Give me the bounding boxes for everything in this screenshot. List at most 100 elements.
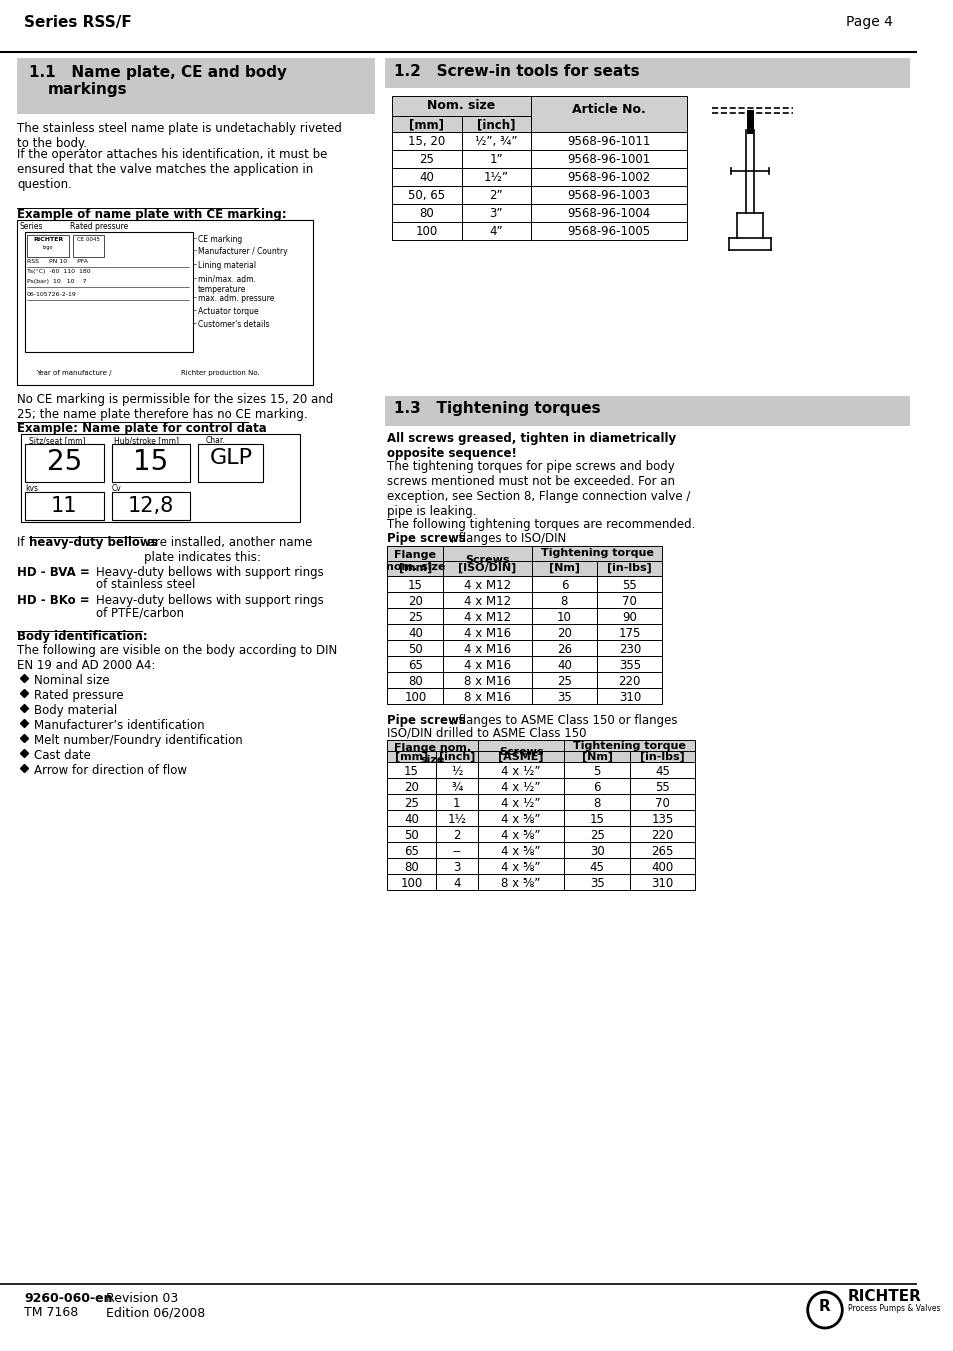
Text: Article No.: Article No. [571, 103, 645, 116]
Text: 6: 6 [593, 781, 600, 794]
Bar [436, 858, 477, 874]
Bar [461, 222, 530, 240]
Text: RICHTER: RICHTER [33, 236, 63, 242]
Text: 4 x ⅝”: 4 x ⅝” [501, 844, 540, 858]
Text: 4 x ½”: 4 x ½” [501, 781, 540, 794]
Text: Cast date: Cast date [33, 748, 91, 762]
Text: 20: 20 [557, 627, 571, 640]
Text: Body identification:: Body identification: [17, 630, 148, 643]
Text: heavy-duty bellows: heavy-duty bellows [29, 536, 157, 549]
Text: 20: 20 [408, 594, 422, 608]
Bar [629, 794, 695, 811]
Bar [387, 762, 436, 778]
Bar [531, 561, 597, 576]
Bar [629, 874, 695, 890]
Bar [530, 132, 686, 150]
Text: 8 x ⅝”: 8 x ⅝” [501, 877, 540, 890]
Bar [597, 608, 661, 624]
Bar [531, 671, 597, 688]
Text: RSS     PN 10     PFA: RSS PN 10 PFA [27, 259, 88, 263]
Bar [530, 96, 686, 132]
Bar [27, 235, 70, 257]
Bar [392, 168, 461, 186]
Bar [112, 492, 191, 520]
Bar [387, 751, 436, 762]
Text: Series: Series [19, 222, 43, 231]
Text: markings: markings [48, 82, 128, 97]
Text: 9568-96-1002: 9568-96-1002 [566, 172, 650, 184]
Text: of stainless steel: of stainless steel [96, 578, 195, 590]
Text: 8: 8 [560, 594, 567, 608]
Text: Revision 03: Revision 03 [106, 1292, 178, 1305]
Bar [443, 592, 531, 608]
Bar [17, 58, 375, 113]
Bar [477, 825, 564, 842]
Bar [531, 608, 597, 624]
Bar [387, 624, 443, 640]
Bar [387, 825, 436, 842]
Text: No CE marking is permissible for the sizes 15, 20 and
25; the name plate therefo: No CE marking is permissible for the siz… [17, 393, 334, 422]
Text: CE 0045: CE 0045 [77, 236, 100, 242]
Text: 1½: 1½ [447, 813, 466, 825]
Text: Body material: Body material [33, 704, 117, 717]
Bar [461, 150, 530, 168]
Text: 4 x ½”: 4 x ½” [501, 765, 540, 778]
Bar [461, 116, 530, 132]
Text: Arrow for direction of flow: Arrow for direction of flow [33, 765, 187, 777]
Bar [629, 811, 695, 825]
Text: 1.1   Name plate, CE and body: 1.1 Name plate, CE and body [29, 65, 287, 80]
Text: 4 x M12: 4 x M12 [463, 580, 511, 592]
Bar [73, 235, 104, 257]
Bar [392, 150, 461, 168]
Bar [629, 842, 695, 858]
Bar [443, 624, 531, 640]
Text: logo: logo [43, 245, 53, 250]
Text: 4 x M16: 4 x M16 [463, 659, 511, 671]
Bar [387, 561, 443, 576]
Text: min/max. adm.
temperature: min/max. adm. temperature [198, 276, 255, 295]
Text: 26: 26 [557, 643, 571, 657]
Bar [25, 492, 104, 520]
Text: CE marking: CE marking [198, 235, 242, 245]
Text: [in-lbs]: [in-lbs] [639, 753, 684, 762]
Text: Ts(°C)  -60  110  180: Ts(°C) -60 110 180 [27, 269, 91, 274]
Bar [443, 608, 531, 624]
Text: Heavy-duty bellows with support rings: Heavy-duty bellows with support rings [96, 594, 324, 607]
Bar [443, 671, 531, 688]
Text: 50: 50 [408, 643, 422, 657]
Text: The following tightening torques are recommended.: The following tightening torques are rec… [387, 517, 695, 531]
Text: 25: 25 [404, 797, 418, 811]
Text: 2: 2 [453, 830, 460, 842]
Bar [597, 640, 661, 657]
Text: of PTFE/carbon: of PTFE/carbon [96, 607, 184, 619]
Text: Example: Name plate for control data: Example: Name plate for control data [17, 422, 267, 435]
Bar [597, 624, 661, 640]
Bar [443, 657, 531, 671]
Bar [392, 222, 461, 240]
Text: , flanges to ASME Class 150 or flanges: , flanges to ASME Class 150 or flanges [451, 713, 677, 727]
Text: , flanges to ISO/DIN: , flanges to ISO/DIN [451, 532, 566, 544]
Bar [564, 825, 629, 842]
Text: RICHTER: RICHTER [847, 1289, 921, 1304]
Text: 310: 310 [618, 690, 640, 704]
Bar [387, 546, 443, 576]
Text: 175: 175 [618, 627, 640, 640]
Bar [477, 842, 564, 858]
Text: 70: 70 [621, 594, 637, 608]
Text: Ps(bar)  10   10    7: Ps(bar) 10 10 7 [27, 280, 87, 284]
Text: are installed, another name
plate indicates this:: are installed, another name plate indica… [144, 536, 313, 563]
Text: 40: 40 [557, 659, 571, 671]
Bar [477, 858, 564, 874]
Text: 220: 220 [618, 676, 640, 688]
Text: 4 x M12: 4 x M12 [463, 594, 511, 608]
Bar [461, 132, 530, 150]
Bar [477, 762, 564, 778]
Text: 15: 15 [133, 449, 169, 476]
Text: Lining material: Lining material [198, 261, 256, 270]
Text: --: -- [452, 844, 460, 858]
Bar [477, 874, 564, 890]
Bar [21, 434, 299, 521]
Text: Customer's details: Customer's details [198, 320, 270, 330]
Bar [564, 762, 629, 778]
Text: 4 x M12: 4 x M12 [463, 611, 511, 624]
